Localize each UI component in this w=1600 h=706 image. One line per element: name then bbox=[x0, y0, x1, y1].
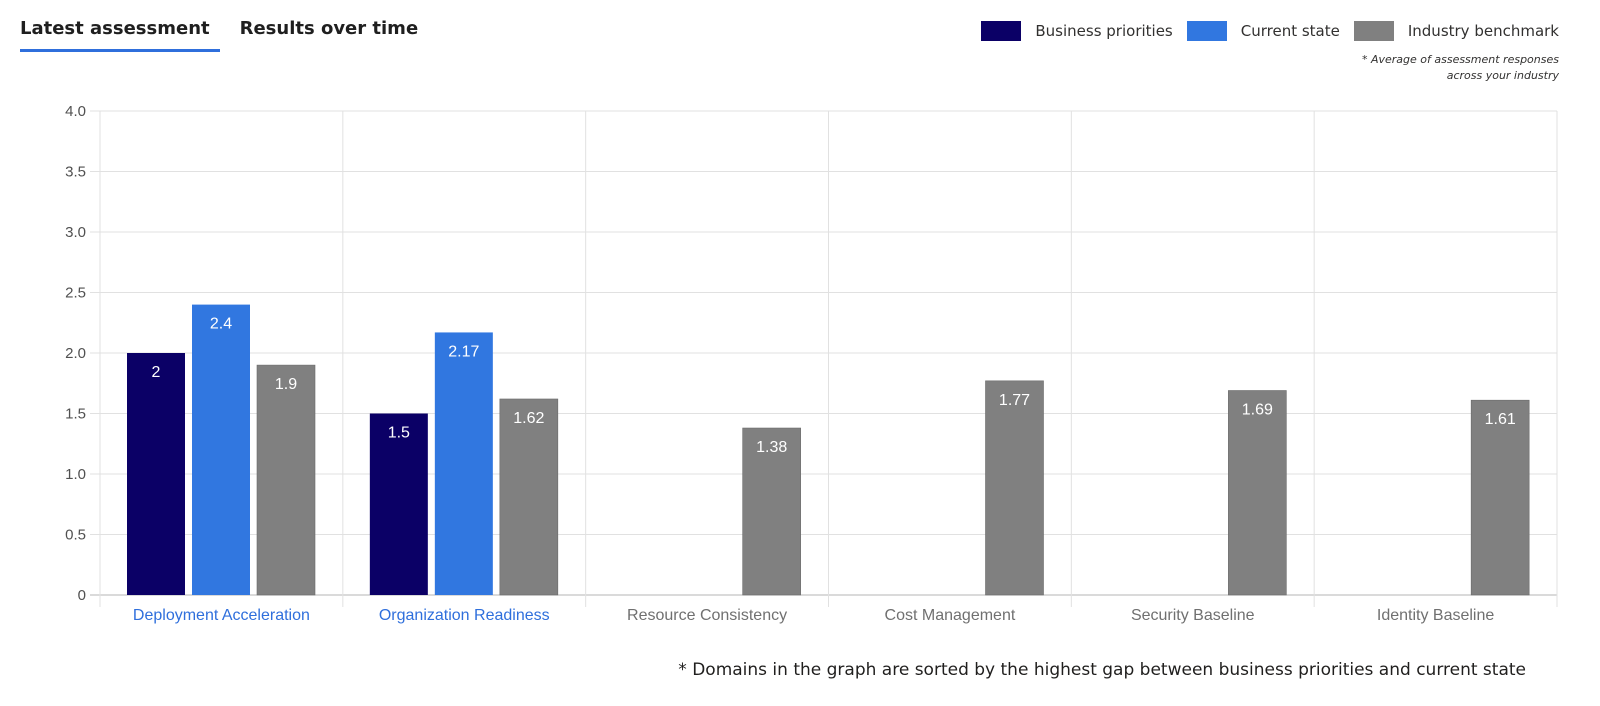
bar-2-0 bbox=[256, 364, 316, 596]
data-label-1-1: 2.17 bbox=[448, 343, 479, 360]
y-tick-label-7: 3.5 bbox=[65, 164, 86, 181]
data-label-0-0: 2 bbox=[152, 364, 161, 381]
data-label-1-0: 2.4 bbox=[210, 316, 232, 333]
category-label-5: Identity Baseline bbox=[1377, 607, 1495, 624]
bar-2-5 bbox=[1470, 399, 1530, 596]
y-tick-label-8: 4.0 bbox=[65, 103, 86, 120]
y-tick-label-4: 2.0 bbox=[65, 345, 86, 362]
legend-note: * Average of assessment responses across… bbox=[1362, 52, 1559, 84]
legend-label-industry-benchmark: Industry benchmark bbox=[1407, 22, 1559, 40]
tab-bar: Latest assessment Results over time bbox=[20, 18, 418, 52]
legend-note-line-1: * Average of assessment responses bbox=[1361, 53, 1559, 66]
bar-0-0 bbox=[127, 353, 185, 595]
legend-label-current-state: Current state bbox=[1240, 22, 1340, 40]
y-tick-label-2: 1.0 bbox=[65, 466, 86, 483]
legend-item-industry-benchmark: Industry benchmark bbox=[1353, 21, 1559, 41]
category-label-0[interactable]: Deployment Acceleration bbox=[133, 607, 310, 624]
tab-latest-assessment[interactable]: Latest assessment bbox=[20, 18, 220, 52]
legend-item-current-state: Current state bbox=[1186, 21, 1340, 41]
y-tick-label-3: 1.5 bbox=[65, 406, 86, 423]
legend-swatch-business-priorities bbox=[981, 21, 1022, 41]
data-label-2-2: 1.38 bbox=[756, 439, 787, 456]
bar-2-1 bbox=[499, 398, 559, 596]
bar-2-4 bbox=[1228, 390, 1287, 596]
bar-chart: 0 0.5 1.0 1.5 2.0 2.5 3.0 3.5 4.0 2 2.4 1.9 Deployme… bbox=[65, 103, 1558, 624]
legend-item-business-priorities: Business priorities bbox=[981, 21, 1173, 41]
tab-results-over-time[interactable]: Results over time bbox=[239, 18, 419, 39]
y-tick-label-0: 0 bbox=[78, 587, 86, 604]
bar-0-1 bbox=[369, 413, 428, 595]
bar-2-3 bbox=[985, 380, 1044, 596]
data-label-2-5: 1.61 bbox=[1485, 411, 1516, 428]
category-label-1[interactable]: Organization Readiness bbox=[379, 607, 550, 624]
data-label-2-0: 1.9 bbox=[275, 376, 297, 393]
category-label-2: Resource Consistency bbox=[627, 607, 787, 624]
sort-footnote: * Domains in the graph are sorted by the… bbox=[678, 660, 1526, 680]
legend-label-business-priorities: Business priorities bbox=[1035, 22, 1173, 40]
category-label-4: Security Baseline bbox=[1131, 607, 1255, 624]
data-label-2-4: 1.69 bbox=[1242, 402, 1273, 419]
chart-legend: Business priorities Current state Indust… bbox=[967, 21, 1559, 41]
legend-swatch-industry-benchmark bbox=[1353, 21, 1394, 41]
y-tick-label-1: 0.5 bbox=[65, 527, 86, 544]
bar-2-2 bbox=[742, 427, 801, 596]
bar-1-1 bbox=[434, 332, 493, 595]
data-label-0-1: 1.5 bbox=[388, 425, 410, 442]
legend-swatch-current-state bbox=[1186, 21, 1227, 41]
data-label-2-3: 1.77 bbox=[999, 392, 1030, 409]
legend-note-line-2: across your industry bbox=[1446, 69, 1559, 82]
category-label-3: Cost Management bbox=[885, 607, 1016, 624]
y-tick-label-6: 3.0 bbox=[65, 224, 86, 241]
bar-1-0 bbox=[192, 304, 250, 595]
data-label-2-1: 1.62 bbox=[513, 410, 544, 427]
y-tick-label-5: 2.5 bbox=[65, 285, 86, 302]
